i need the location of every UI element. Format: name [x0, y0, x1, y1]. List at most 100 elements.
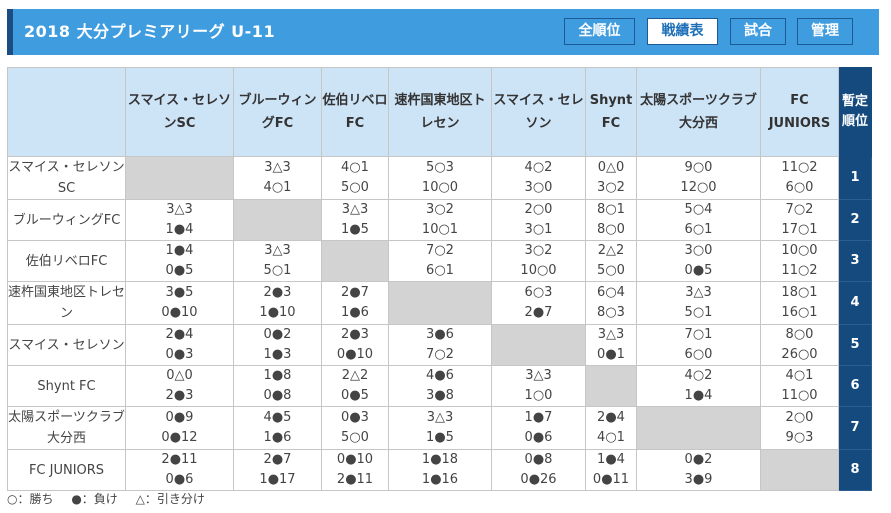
- result-cell: 1●4 0●5: [125, 240, 234, 282]
- result-cell: 3△3 1○0: [491, 365, 586, 407]
- self-match-cell: [125, 156, 234, 200]
- match-score: 8○1: [597, 202, 625, 217]
- match-score: 6○4: [597, 285, 625, 300]
- result-cell: 4○1 11○0: [760, 365, 839, 407]
- match-score: 4●5: [263, 410, 292, 425]
- result-cell: 2●7 1●6: [321, 281, 389, 325]
- match-score: 0●11: [592, 472, 630, 487]
- match-score: 0●10: [336, 347, 374, 362]
- match-score: 0●5: [165, 263, 194, 278]
- result-cell: 6○3 2●7: [491, 281, 586, 325]
- result-cell: 2○0 3○1: [491, 199, 586, 241]
- nav-admin-button[interactable]: 管理: [797, 18, 853, 45]
- match-score: 7○2: [426, 243, 454, 258]
- page-title: 2018 大分プレミアリーグ U-11: [24, 22, 276, 41]
- table-row: 速杵国東地区トレセン 3●5 0●10 2●3 1●10 2●7 1●6 6○3 2●7 6○4 8…: [7, 281, 872, 325]
- result-cell: 2△2 0●5: [321, 365, 389, 407]
- result-cell: 3△3 1●5: [321, 199, 389, 241]
- match-score: 1●7: [524, 410, 553, 425]
- result-cell: 3△3 1●5: [388, 406, 492, 450]
- column-header: 太陽スポーツクラブ大分西: [636, 67, 761, 157]
- self-match-cell: [636, 406, 761, 450]
- match-score: 4○1: [341, 160, 369, 175]
- match-score: 7○1: [684, 327, 713, 342]
- table-row: ブルーウィングFC 3△3 1●4 3△3 1●5 3○2 10○1 2○0 3○1 8○1 8○0…: [7, 199, 872, 241]
- match-score: 4○1: [597, 430, 625, 445]
- column-header: スマイス・セレソンSC: [125, 67, 234, 157]
- match-score: 3△3: [426, 410, 454, 425]
- rank-cell: 6: [838, 365, 872, 407]
- match-score: 0●3: [165, 347, 194, 362]
- result-cell: 1●8 0●8: [233, 365, 322, 407]
- result-cell: 0●10 2●11: [321, 449, 389, 491]
- match-score: 0●6: [165, 472, 194, 487]
- match-score: 2●7: [263, 452, 292, 467]
- match-score: 26○0: [781, 347, 818, 362]
- result-cell: 3●6 7○2: [388, 324, 492, 366]
- match-score: 0●10: [336, 452, 374, 467]
- rank-cell: 2: [838, 199, 872, 241]
- match-score: 10○0: [421, 180, 459, 195]
- match-score: 0●26: [520, 472, 557, 487]
- result-cell: 7○1 6○0: [636, 324, 761, 366]
- match-score: 1●4: [165, 222, 194, 237]
- match-score: 1●17: [259, 472, 296, 487]
- result-cell: 5○3 10○0: [388, 156, 492, 200]
- match-score: 3●6: [426, 327, 454, 342]
- column-header: 速杵国東地区トレセン: [388, 67, 492, 157]
- match-score: 1●5: [341, 222, 369, 237]
- match-score: 3○0: [524, 180, 553, 195]
- self-match-cell: [491, 324, 586, 366]
- table-row: スマイス・セレソン 2●4 0●3 0●2 1●3 2●3 0●10 3●6 7○2 3△3 0●1…: [7, 324, 872, 366]
- match-score: 2△2: [341, 368, 369, 383]
- match-score: 0●2: [263, 327, 292, 342]
- nav-results-table-button[interactable]: 戦績表: [647, 18, 718, 45]
- team-name-cell: ブルーウィングFC: [7, 199, 126, 241]
- header-accent-strip: [7, 9, 13, 55]
- match-score: 16○1: [781, 305, 818, 320]
- result-cell: 9○0 12○0: [636, 156, 761, 200]
- nav-all-standings-button[interactable]: 全順位: [564, 18, 635, 45]
- result-cell: 7○2 17○1: [760, 199, 839, 241]
- match-score: 12○0: [680, 180, 717, 195]
- result-cell: 0●8 0●26: [491, 449, 586, 491]
- result-cell: 6○4 8○3: [585, 281, 637, 325]
- header-corner-cell: [7, 67, 126, 157]
- match-score: 2●3: [341, 327, 369, 342]
- match-score: 3△3: [264, 160, 291, 175]
- legend-draw: △：引き分け: [135, 492, 205, 506]
- match-score: 8○0: [785, 327, 814, 342]
- result-cell: 5○4 6○1: [636, 199, 761, 241]
- match-score: 10○0: [520, 263, 557, 278]
- match-score: 1●18: [421, 452, 459, 467]
- match-score: 1●3: [263, 347, 292, 362]
- column-header: スマイス・セレソン: [491, 67, 586, 157]
- match-score: 0△0: [597, 160, 625, 175]
- match-score: 1●16: [421, 472, 459, 487]
- legend-loss: ●：負け: [71, 492, 118, 506]
- result-cell: 7○2 6○1: [388, 240, 492, 282]
- table-row: スマイス・セレソンSC 3△3 4○1 4○1 5○0 5○3 10○0 4○2 3○0 0△0 3…: [7, 156, 872, 200]
- match-score: 0●8: [263, 388, 292, 403]
- result-cell: 2●3 1●10: [233, 281, 322, 325]
- match-score: 0●9: [165, 410, 194, 425]
- table-header-row: スマイス・セレソンSC ブルーウィングFC 佐伯リベロFC 速杵国東地区トレセン…: [7, 67, 872, 157]
- match-score: 4○2: [524, 160, 553, 175]
- result-cell: 0●3 5○0: [321, 406, 389, 450]
- result-cell: 4○2 1●4: [636, 365, 761, 407]
- rank-cell: 5: [838, 324, 872, 366]
- match-score: 0●1: [597, 347, 625, 362]
- match-score: 5○1: [684, 305, 713, 320]
- self-match-cell: [233, 199, 322, 241]
- match-score: 9○3: [785, 430, 814, 445]
- match-score: 18○1: [781, 285, 818, 300]
- match-score: 2○0: [524, 202, 553, 217]
- match-score: 0●5: [684, 263, 713, 278]
- match-score: 10○1: [421, 222, 459, 237]
- result-cell: 2●4 0●3: [125, 324, 234, 366]
- nav-matches-button[interactable]: 試合: [730, 18, 786, 45]
- match-score: 2●4: [597, 410, 625, 425]
- match-score: 0●2: [684, 452, 713, 467]
- result-cell: 2●3 0●10: [321, 324, 389, 366]
- match-score: 2●3: [165, 388, 194, 403]
